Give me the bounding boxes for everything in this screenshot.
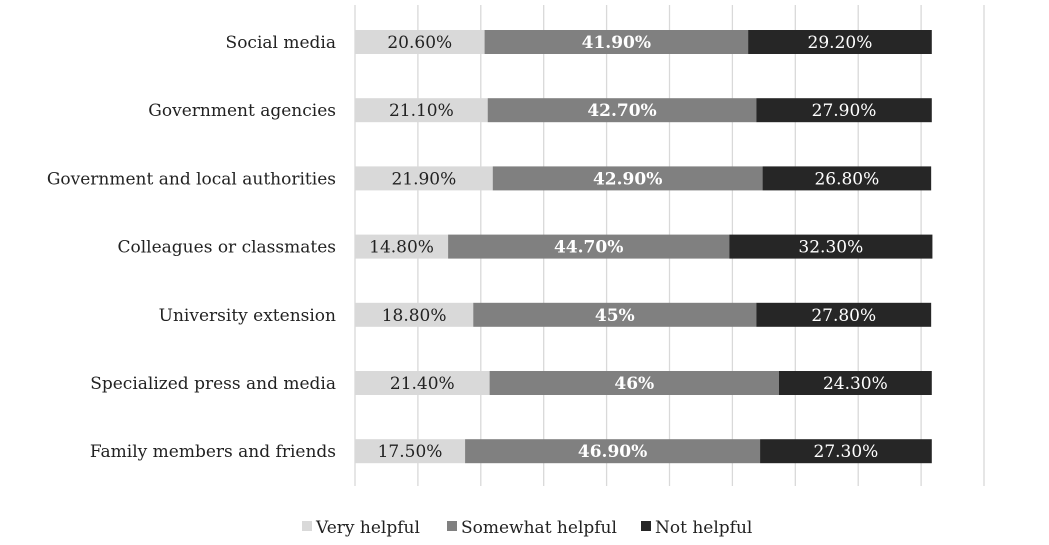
bar-segment bbox=[492, 166, 763, 191]
bar-segment bbox=[489, 371, 779, 395]
data-label: 27.80% bbox=[811, 306, 876, 326]
data-label: 44.70% bbox=[554, 238, 623, 258]
legend-label: Very helpful bbox=[315, 518, 420, 538]
data-label: 45% bbox=[595, 306, 635, 326]
data-label: 32.30% bbox=[798, 238, 863, 258]
bar-segment bbox=[748, 30, 932, 54]
data-label: 21.40% bbox=[390, 374, 455, 394]
category-label: Government agencies bbox=[148, 101, 336, 121]
bar-segment bbox=[355, 98, 488, 123]
bar-segment bbox=[473, 302, 757, 327]
legend-label: Not helpful bbox=[655, 518, 752, 538]
data-label: 26.80% bbox=[814, 169, 879, 189]
category-label: Specialized press and media bbox=[90, 374, 336, 394]
data-label: 46% bbox=[614, 374, 654, 394]
legend-swatch bbox=[447, 521, 457, 531]
legend-swatch bbox=[641, 521, 651, 531]
bar-segment bbox=[448, 234, 730, 259]
category-label: Colleagues or classmates bbox=[117, 238, 336, 258]
data-label: 17.50% bbox=[378, 442, 443, 462]
data-label: 20.60% bbox=[387, 33, 452, 53]
bar-segment bbox=[729, 234, 933, 259]
data-label: 27.90% bbox=[812, 101, 877, 121]
bar-segment bbox=[355, 234, 449, 259]
data-label: 14.80% bbox=[369, 238, 434, 258]
data-label: 27.30% bbox=[814, 442, 879, 462]
data-label: 41.90% bbox=[582, 33, 651, 53]
bar-segment bbox=[355, 302, 474, 327]
category-label: Family members and friends bbox=[90, 442, 336, 462]
category-label: University extension bbox=[159, 306, 336, 326]
bar-segment bbox=[484, 30, 749, 54]
bar-segment bbox=[778, 371, 932, 395]
data-label: 18.80% bbox=[382, 306, 447, 326]
category-label: Social media bbox=[226, 33, 336, 53]
bar-segment bbox=[760, 439, 932, 464]
data-label: 21.10% bbox=[389, 101, 454, 121]
data-label: 21.90% bbox=[391, 169, 456, 189]
legend-label: Somewhat helpful bbox=[461, 518, 617, 538]
bar-segment bbox=[465, 439, 761, 464]
bar-segment bbox=[355, 166, 493, 191]
data-label: 24.30% bbox=[823, 374, 888, 394]
category-label: Government and local authorities bbox=[47, 169, 336, 189]
data-label: 42.90% bbox=[593, 169, 662, 189]
bar-segment bbox=[355, 371, 490, 395]
bar-segment bbox=[355, 439, 466, 464]
bar-segment bbox=[756, 302, 932, 327]
bar-segment bbox=[762, 166, 932, 191]
legend-swatch bbox=[302, 521, 312, 531]
data-label: 42.70% bbox=[587, 101, 656, 121]
bar-segment bbox=[355, 30, 485, 54]
bar-segment bbox=[756, 98, 932, 123]
data-label: 46.90% bbox=[578, 442, 647, 462]
bar-segment bbox=[487, 98, 757, 123]
data-label: 29.20% bbox=[808, 33, 873, 53]
